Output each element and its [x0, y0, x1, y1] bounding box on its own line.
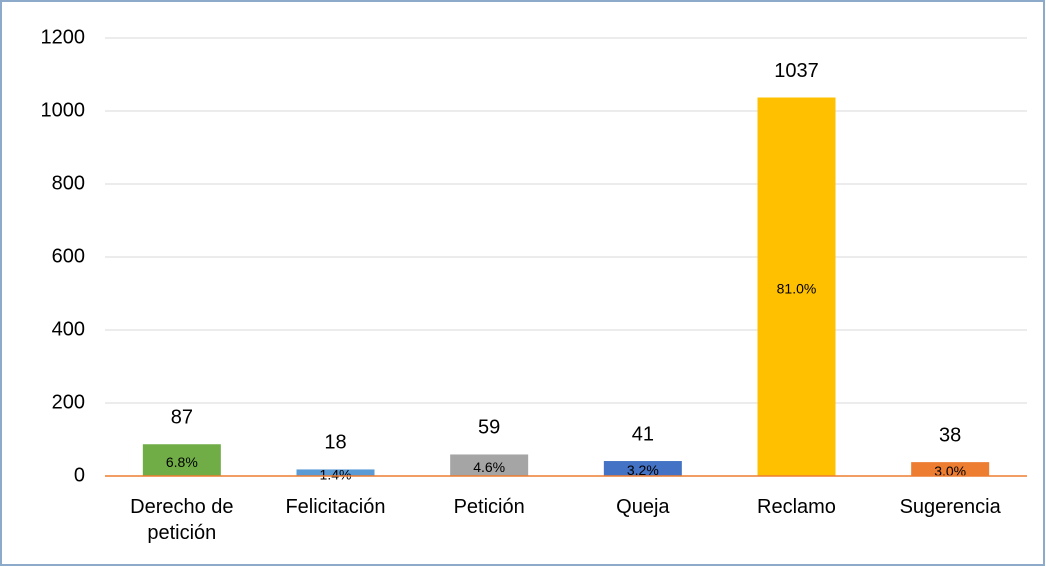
y-tick-label: 1000: [41, 99, 86, 121]
y-tick-label: 600: [52, 245, 85, 267]
x-tick-label: Felicitación: [285, 496, 386, 518]
value-label: 41: [632, 423, 654, 445]
bar: [296, 469, 375, 476]
y-tick-label: 200: [52, 391, 85, 413]
bar: [757, 97, 836, 477]
bar: [603, 461, 682, 476]
y-tick-label: 1200: [41, 26, 86, 48]
x-tick-label: Petición: [453, 496, 525, 518]
bar: [142, 444, 221, 476]
value-label: 1037: [774, 60, 819, 82]
x-tick-label: Queja: [616, 496, 670, 518]
bar: [450, 454, 529, 476]
value-label: 18: [324, 432, 346, 454]
percentage-label: 81.0%: [777, 280, 817, 296]
value-label: 38: [939, 424, 961, 446]
value-label: 87: [171, 407, 193, 429]
value-label: 59: [478, 417, 500, 439]
percentage-label: 3.2%: [627, 462, 659, 478]
y-tick-label: 800: [52, 172, 85, 194]
percentage-label: 1.4%: [320, 466, 352, 482]
x-tick-label: Sugerencia: [899, 496, 1001, 518]
bar: [911, 462, 990, 476]
x-tick-label: Derecho de petición: [130, 496, 234, 544]
x-tick-label: Reclamo: [757, 496, 836, 518]
y-tick-label: 400: [52, 318, 85, 340]
y-tick-label: 0: [74, 464, 85, 486]
percentage-label: 3.0%: [934, 463, 966, 479]
percentage-label: 4.6%: [473, 459, 505, 475]
percentage-label: 6.8%: [166, 454, 198, 470]
